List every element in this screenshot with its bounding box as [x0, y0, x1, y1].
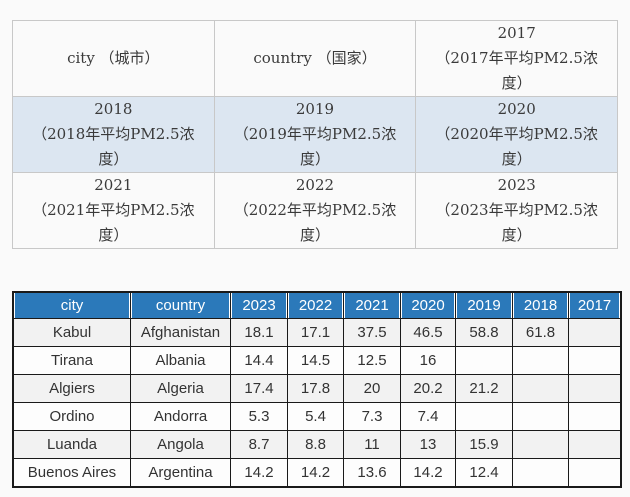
value-cell: 46.5 — [400, 318, 456, 347]
header-city: city — [13, 292, 131, 319]
header-2017: 2017 — [568, 292, 621, 319]
country-cell: Albania — [130, 346, 231, 375]
definition-row: city （城市） country （国家） 2017 （2017年平均PM2.… — [12, 20, 618, 97]
value-cell: 61.8 — [512, 318, 569, 347]
definition-cell-2020: 2020 （2020年平均PM2.5浓 度） — [415, 96, 618, 173]
value-cell: 37.5 — [343, 318, 401, 347]
value-cell — [568, 430, 621, 459]
value-cell: 15.9 — [455, 430, 513, 459]
header-2020: 2020 — [400, 292, 456, 319]
city-cell: Buenos Aires — [13, 458, 131, 487]
header-country: country — [130, 292, 231, 319]
value-cell: 16 — [400, 346, 456, 375]
city-cell: Algiers — [13, 374, 131, 403]
value-cell: 13.6 — [343, 458, 401, 487]
value-cell: 5.4 — [287, 402, 344, 431]
definition-cell-2023: 2023 （2023年平均PM2.5浓 度） — [415, 172, 618, 249]
table-row: Luanda Angola 8.7 8.8 11 13 15.9 — [13, 430, 621, 459]
definition-cell-2019: 2019 （2019年平均PM2.5浓 度） — [213, 96, 417, 173]
column-definition-table-body: city （城市） country （国家） 2017 （2017年平均PM2.… — [12, 20, 618, 249]
value-cell — [568, 318, 621, 347]
value-cell: 18.1 — [230, 318, 288, 347]
value-cell: 17.4 — [230, 374, 288, 403]
country-cell: Andorra — [130, 402, 231, 431]
value-cell: 17.1 — [287, 318, 344, 347]
value-cell: 14.2 — [400, 458, 456, 487]
country-cell: Afghanistan — [130, 318, 231, 347]
definition-cell-2021: 2021 （2021年平均PM2.5浓 度） — [12, 172, 215, 249]
country-cell: Algeria — [130, 374, 231, 403]
city-cell: Luanda — [13, 430, 131, 459]
table-row: Algiers Algeria 17.4 17.8 20 20.2 21.2 — [13, 374, 621, 403]
value-cell: 14.2 — [230, 458, 288, 487]
value-cell — [455, 402, 513, 431]
city-cell: Tirana — [13, 346, 131, 375]
value-cell — [568, 346, 621, 375]
value-cell — [568, 402, 621, 431]
pm25-data-table: city country 2023 2022 2021 2020 2019 20… — [12, 291, 622, 488]
value-cell: 5.3 — [230, 402, 288, 431]
value-cell: 20.2 — [400, 374, 456, 403]
header-2018: 2018 — [512, 292, 569, 319]
value-cell — [568, 374, 621, 403]
definition-cell-2022: 2022 （2022年平均PM2.5浓 度） — [213, 172, 417, 249]
value-cell: 11 — [343, 430, 401, 459]
pm25-data-table-body: Kabul Afghanistan 18.1 17.1 37.5 46.5 58.8 61.8… — [13, 318, 621, 487]
value-cell: 8.7 — [230, 430, 288, 459]
value-cell — [512, 458, 569, 487]
definition-row-highlighted: 2018 （2018年平均PM2.5浓 度） 2019 （2019年平均PM2.… — [12, 96, 618, 173]
value-cell: 14.2 — [287, 458, 344, 487]
value-cell: 14.4 — [230, 346, 288, 375]
value-cell — [455, 346, 513, 375]
header-2023: 2023 — [230, 292, 288, 319]
table-row: Kabul Afghanistan 18.1 17.1 37.5 46.5 58.8 61.8 — [13, 318, 621, 347]
value-cell — [512, 346, 569, 375]
value-cell: 14.5 — [287, 346, 344, 375]
city-cell: Ordino — [13, 402, 131, 431]
value-cell: 7.3 — [343, 402, 401, 431]
value-cell — [512, 402, 569, 431]
value-cell — [512, 374, 569, 403]
table-row: Buenos Aires Argentina 14.2 14.2 13.6 14.2 12.… — [13, 458, 621, 487]
country-cell: Argentina — [130, 458, 231, 487]
definition-row: 2021 （2021年平均PM2.5浓 度） 2022 （2022年平均PM2.… — [12, 172, 618, 249]
value-cell: 12.5 — [343, 346, 401, 375]
value-cell: 58.8 — [455, 318, 513, 347]
definition-cell-2017: 2017 （2017年平均PM2.5浓 度） — [415, 20, 618, 97]
value-cell: 13 — [400, 430, 456, 459]
header-2019: 2019 — [455, 292, 513, 319]
value-cell: 12.4 — [455, 458, 513, 487]
column-definition-table: city （城市） country （国家） 2017 （2017年平均PM2.… — [12, 20, 618, 249]
header-2022: 2022 — [287, 292, 344, 319]
value-cell: 20 — [343, 374, 401, 403]
value-cell: 17.8 — [287, 374, 344, 403]
value-cell — [512, 430, 569, 459]
data-table-header-row: city country 2023 2022 2021 2020 2019 20… — [13, 292, 621, 319]
value-cell: 7.4 — [400, 402, 456, 431]
table-row: Ordino Andorra 5.3 5.4 7.3 7.4 — [13, 402, 621, 431]
definition-cell-country: country （国家） — [213, 20, 417, 97]
definition-cell-2018: 2018 （2018年平均PM2.5浓 度） — [12, 96, 215, 173]
country-cell: Angola — [130, 430, 231, 459]
definition-cell-city: city （城市） — [12, 20, 215, 97]
table-row: Tirana Albania 14.4 14.5 12.5 16 — [13, 346, 621, 375]
city-cell: Kabul — [13, 318, 131, 347]
header-2021: 2021 — [343, 292, 401, 319]
value-cell: 8.8 — [287, 430, 344, 459]
value-cell: 21.2 — [455, 374, 513, 403]
value-cell — [568, 458, 621, 487]
